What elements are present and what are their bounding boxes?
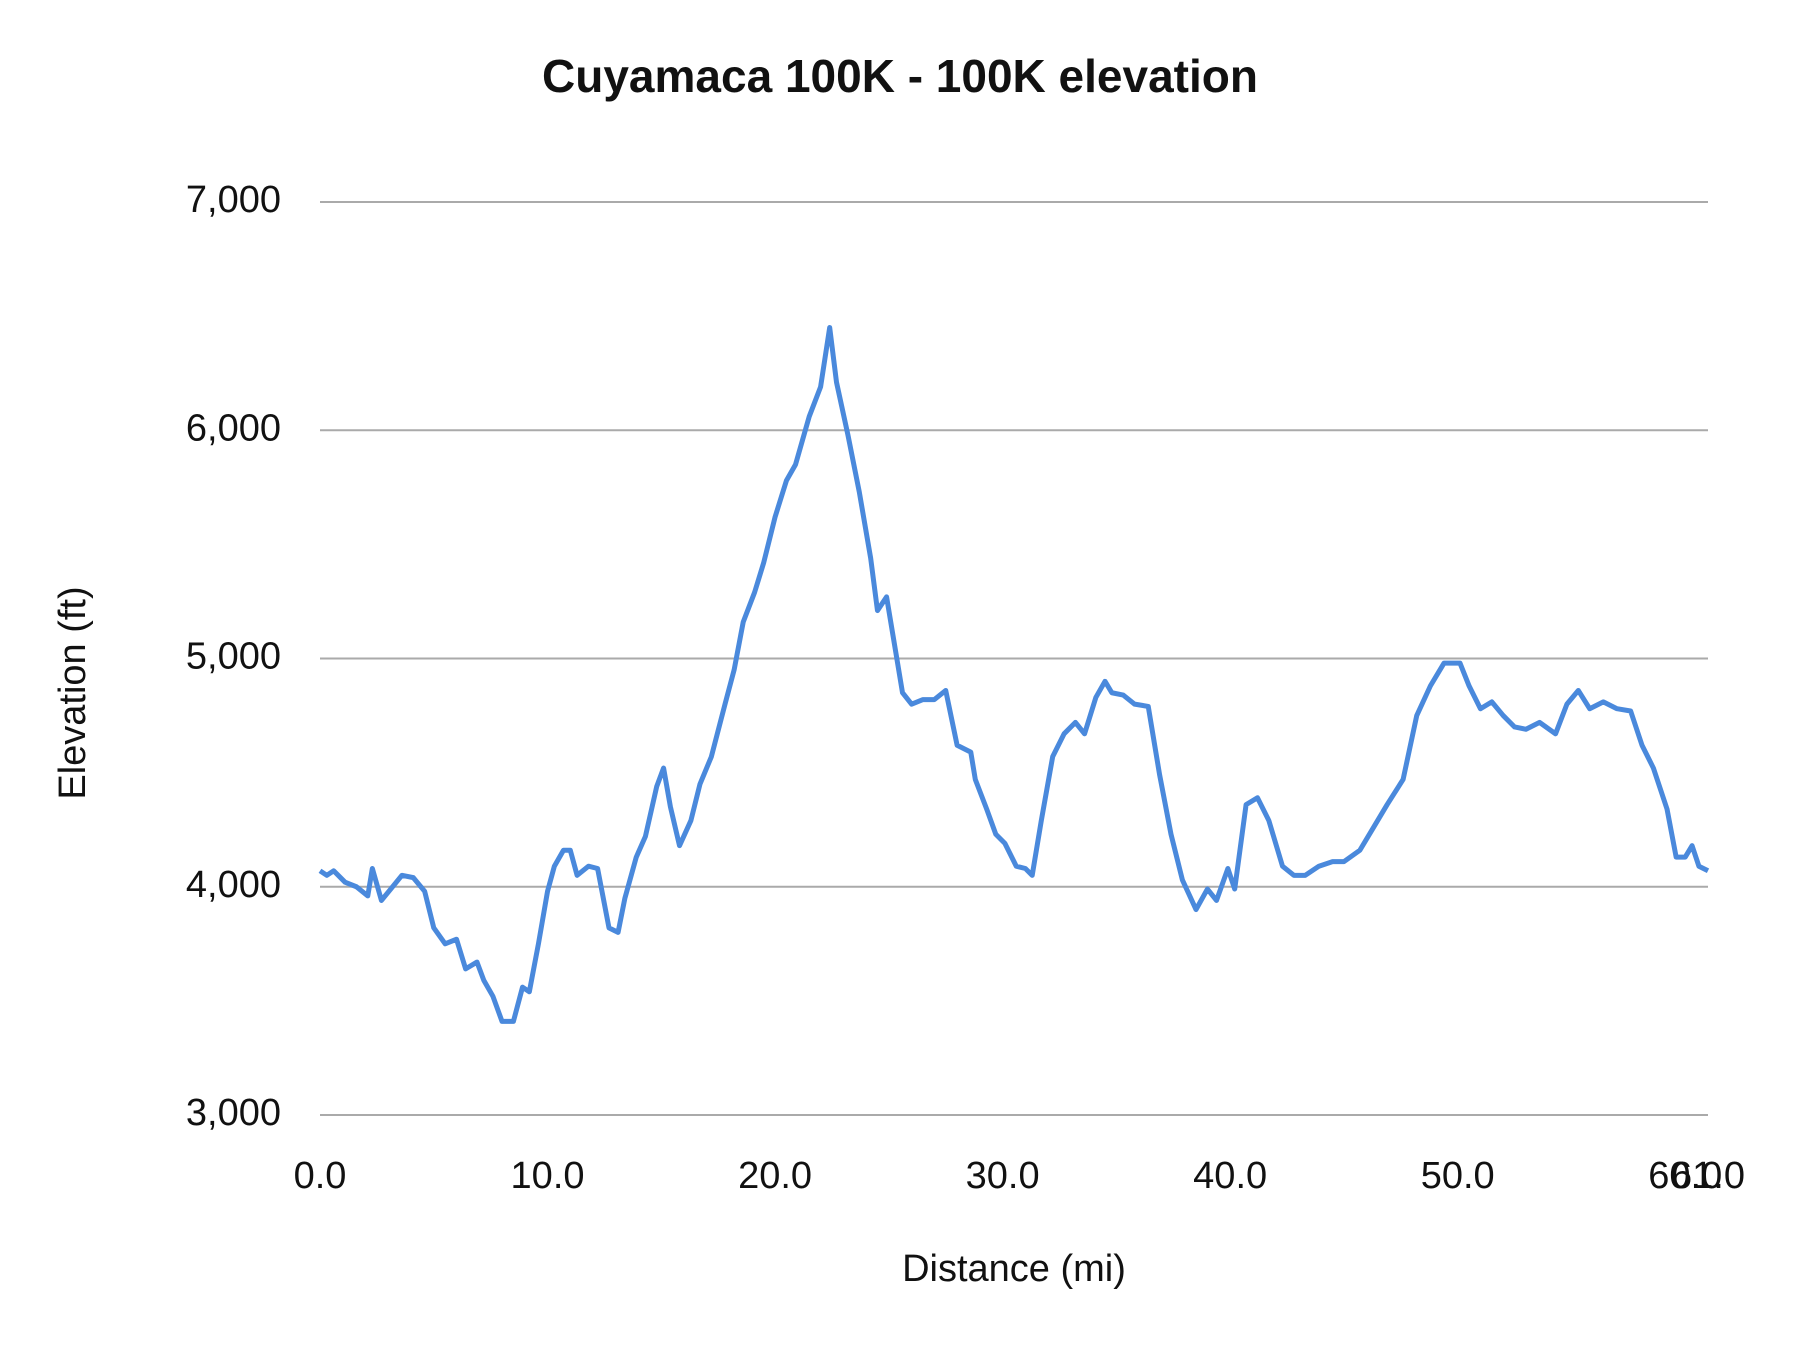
x-tick-label: 20.0 [738,1155,812,1197]
y-axis-title: Elevation (ft) [52,586,94,799]
x-tick-label: 0.0 [294,1155,347,1197]
x-tick-label: 10.0 [511,1155,585,1197]
x-tick-label: 50.0 [1421,1155,1495,1197]
y-tick-label: 7,000 [186,179,281,221]
chart-title: Cuyamaca 100K - 100K elevation [542,50,1258,102]
x-tick-label: 40.0 [1193,1155,1267,1197]
y-tick-label: 4,000 [186,864,281,906]
x-tick-label: 61.0 [1671,1155,1745,1197]
y-tick-label: 6,000 [186,407,281,449]
x-tick-label: 60.0 [1648,1155,1722,1197]
y-tick-label: 5,000 [186,636,281,678]
elevation-line [318,325,1710,1024]
x-axis-title: Distance (mi) [902,1248,1126,1290]
y-tick-label: 3,000 [186,1092,281,1134]
x-tick-label: 30.0 [966,1155,1040,1197]
